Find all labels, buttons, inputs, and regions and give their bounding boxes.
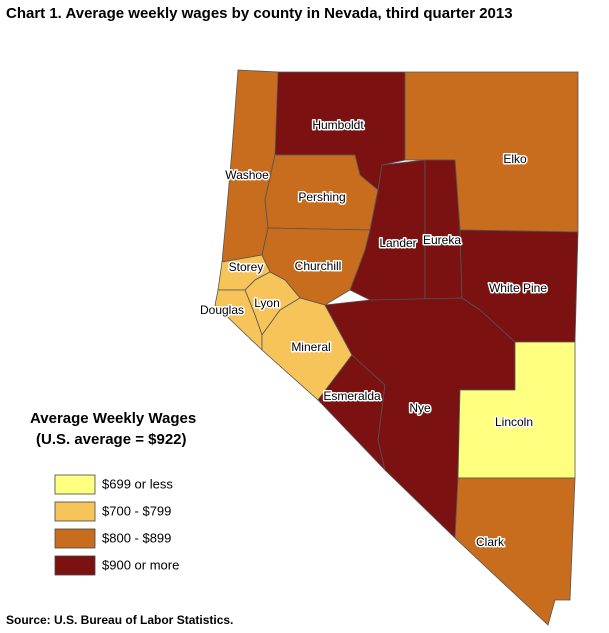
legend-title: Average Weekly Wages [30,410,196,427]
legend-label: $800 - $899 [102,530,171,545]
county-label: White Pine [489,281,547,295]
county-label: Nye [409,401,431,415]
legend-swatch [54,555,96,576]
county-labels: Humboldt Elko Washoe Pershing Lander Eureka Wh… [198,117,548,551]
legend-swatch [54,501,96,522]
county-label: Lyon [254,296,280,310]
legend-label: $700 - $799 [102,503,171,518]
legend-label: $900 or more [102,557,179,572]
county [424,159,463,301]
county [454,477,576,626]
county-label: Humboldt [312,118,364,132]
county-label: Lander [379,236,416,250]
county-label: Douglas [200,303,244,317]
legend-swatch [54,474,96,495]
legend: $699 or less $700 - $799 $800 - $899 $900 o… [54,474,179,576]
county-label: Esmeralda [323,389,381,403]
county-label: Churchill [295,259,342,273]
county-label: Pershing [298,190,345,204]
county-label: Storey [229,260,264,274]
county-label: Elko [503,152,527,166]
county-label: Mineral [291,340,330,354]
legend-label: $699 or less [102,476,173,491]
legend-subtitle: (U.S. average = $922) [36,431,187,448]
county-label: Clark [476,535,505,549]
legend-swatch [54,528,96,549]
counties [214,69,579,626]
county-label: Lincoln [495,415,533,429]
map-title: Chart 1. Average weekly wages by county … [6,5,513,22]
county-label: Washoe [225,168,269,182]
source: Source: U.S. Bureau of Labor Statistics. [6,613,233,627]
county-label: Eureka [423,233,461,247]
